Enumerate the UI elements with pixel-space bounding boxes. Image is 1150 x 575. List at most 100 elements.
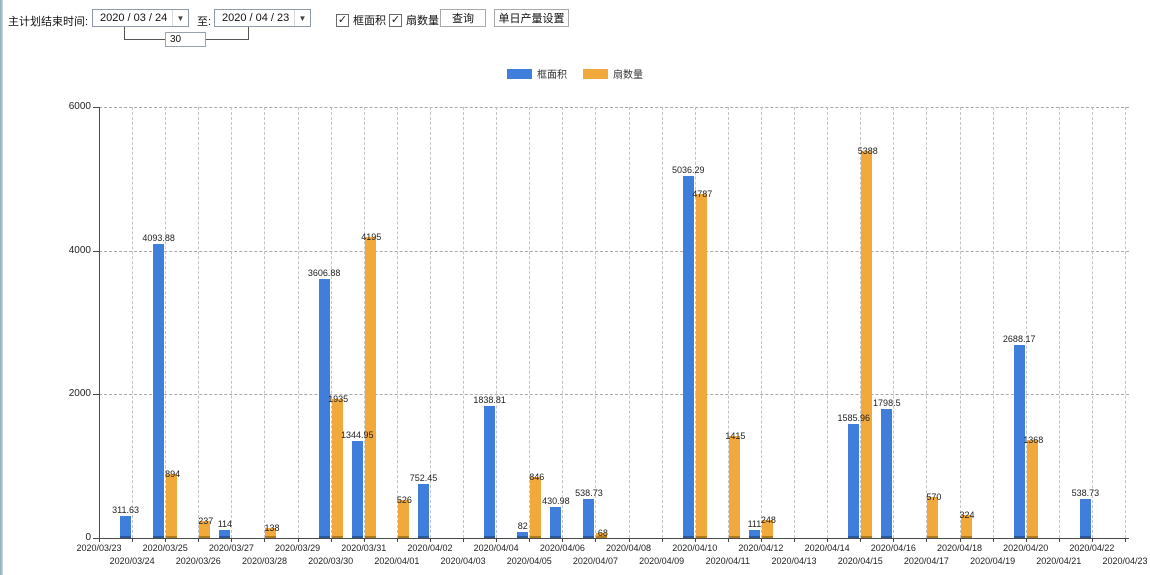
bar-fan-count[interactable] [761,520,773,538]
x-tick [330,538,332,542]
bar-value-label: 114 [217,518,233,529]
bar-frame-area[interactable] [550,507,562,538]
bar-value-label: 4787 [692,189,713,200]
bar-fan-count[interactable] [397,500,409,538]
checkbox-fan-count-label: 扇数量 [406,15,439,27]
bar-frame-area[interactable] [219,529,231,538]
x-tick [429,538,431,542]
bar-value-label: 4093.88 [142,232,175,243]
y-axis-tick-label: 0 [85,532,91,543]
checkbox-check-icon[interactable]: ✓ [389,13,402,27]
bar-fan-count[interactable] [331,399,343,538]
bar-fan-count[interactable] [861,150,873,538]
chevron-down-icon[interactable]: ▼ [172,10,188,26]
x-gridline [694,107,696,538]
x-gridline [264,107,266,538]
x-gridline [132,107,134,538]
bar-value-label: 3606.88 [307,267,341,278]
bar-value-label: 324 [959,509,975,520]
x-gridline [992,107,994,538]
chevron-down-icon[interactable]: ▼ [294,10,310,26]
x-tick [198,538,200,542]
bar-fan-count[interactable] [927,497,939,538]
x-tick [297,538,299,542]
bar-fan-count[interactable] [695,194,707,538]
x-axis-tick-label: 2020/04/16 [870,543,916,553]
bar-frame-area[interactable] [583,499,595,538]
bar-value-label: 82 [517,521,528,532]
x-axis-tick-label: 2020/03/31 [341,543,387,553]
y-gridline [99,107,1129,108]
x-gridline [198,107,200,538]
bar-fan-count[interactable] [166,473,178,538]
bar-frame-area[interactable] [848,424,860,538]
x-tick [1091,538,1093,542]
legend-label-frame-area: 框面积 [537,70,567,81]
x-tick [363,538,365,542]
bar-fan-count[interactable] [596,533,608,538]
bar-frame-area[interactable] [748,530,760,538]
x-tick [496,538,498,542]
x-axis-tick-label: 2020/03/24 [109,556,155,566]
x-axis-tick-label: 2020/04/13 [771,556,817,566]
bar-frame-area[interactable] [881,408,893,538]
x-tick [727,538,729,542]
x-axis-tick-label: 2020/04/19 [970,556,1016,566]
bar-frame-area[interactable] [120,515,132,538]
legend-label-fan-count: 扇数量 [613,70,643,81]
checkbox-frame-area-label: 框面积 [353,15,386,27]
bar-frame-area[interactable] [318,278,330,538]
x-tick [595,538,597,542]
x-gridline [827,107,829,538]
chart-legend: 框面积 扇数量 [0,66,1150,81]
checkbox-frame-area[interactable]: ✓ 框面积 [336,12,386,28]
bar-frame-area[interactable] [1079,499,1091,538]
bar-frame-area[interactable] [417,483,429,538]
x-gridline [661,107,663,538]
interval-days-input[interactable] [165,32,206,47]
bracket-line [248,27,249,39]
bar-fan-count[interactable] [1026,439,1038,538]
checkbox-check-icon[interactable]: ✓ [336,13,349,27]
bar-value-label: 1344.95 [340,430,374,441]
x-gridline [529,107,531,538]
bar-frame-area[interactable] [517,532,529,538]
y-axis-tick-label: 2000 [68,388,91,400]
x-axis-tick-label: 2020/04/08 [606,543,652,553]
bar-value-label: 752.45 [409,472,438,483]
x-axis-tick-label: 2020/04/12 [738,543,784,553]
plan-end-time-label: 主计划结束时间: [8,16,89,28]
y-gridline [99,250,1129,252]
x-axis-tick-label: 2020/04/11 [705,556,751,566]
bar-fan-count[interactable] [530,477,542,538]
y-tick [93,107,99,108]
date-from-picker[interactable]: 2020 / 03 / 24 ▼ [92,9,189,27]
bar-fan-count[interactable] [364,236,376,538]
x-tick [165,538,167,542]
bar-frame-area[interactable] [682,176,694,538]
bar-frame-area[interactable] [1013,344,1025,538]
x-tick [926,538,928,542]
x-axis-tick-label: 2020/04/15 [837,556,883,566]
bar-fan-count[interactable] [199,520,211,538]
x-axis-tick-label: 2020/03/30 [308,556,354,566]
x-gridline [926,107,928,538]
checkbox-fan-count[interactable]: ✓ 扇数量 [389,12,439,28]
bar-fan-count[interactable] [960,514,972,538]
bar-value-label: 68 [597,528,608,539]
legend-swatch-fan-count [583,68,608,79]
bar-fan-count[interactable] [265,528,277,538]
date-to-picker[interactable]: 2020 / 04 / 23 ▼ [214,9,311,27]
x-axis-tick-label: 2020/04/23 [1102,556,1148,566]
query-button[interactable]: 查询 [440,9,486,27]
bar-frame-area[interactable] [351,441,363,538]
bar-frame-area[interactable] [484,405,496,538]
x-axis-tick-label: 2020/03/26 [175,556,221,566]
daily-output-settings-button[interactable]: 单日产量设置 [494,9,569,27]
y-tick [93,250,99,252]
x-gridline [1125,107,1126,538]
x-tick [628,538,630,542]
bar-value-label: 1935 [328,394,349,404]
bar-fan-count[interactable] [728,436,740,538]
bar-frame-area[interactable] [153,243,165,538]
